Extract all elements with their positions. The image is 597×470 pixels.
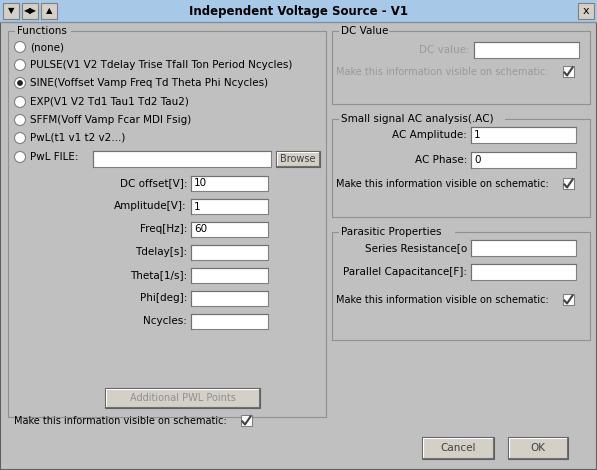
Text: ▲: ▲ xyxy=(46,7,53,16)
Bar xyxy=(191,268,268,283)
Bar xyxy=(8,31,326,417)
Text: Tdelay[s]:: Tdelay[s]: xyxy=(135,247,187,257)
Text: x: x xyxy=(583,6,589,16)
Text: Make this information visible on schematic:: Make this information visible on schemat… xyxy=(336,67,549,77)
Bar xyxy=(508,437,568,459)
Text: PULSE(V1 V2 Tdelay Trise Tfall Ton Period Ncycles): PULSE(V1 V2 Tdelay Trise Tfall Ton Perio… xyxy=(30,60,293,70)
Bar xyxy=(471,152,576,168)
Text: 10: 10 xyxy=(194,179,207,188)
Text: Ncycles:: Ncycles: xyxy=(143,316,187,326)
Circle shape xyxy=(14,115,26,125)
Text: Theta[1/s]:: Theta[1/s]: xyxy=(130,270,187,280)
Bar xyxy=(563,66,574,77)
Text: PwL FILE:: PwL FILE: xyxy=(30,152,78,162)
Text: Make this information visible on schematic:: Make this information visible on schemat… xyxy=(336,179,549,189)
Bar xyxy=(276,151,320,167)
Text: Amplitude[V]:: Amplitude[V]: xyxy=(115,201,187,211)
Text: ▼: ▼ xyxy=(8,7,14,16)
Bar xyxy=(41,3,57,19)
Text: 0: 0 xyxy=(474,155,481,165)
Bar xyxy=(0,0,597,22)
Text: Cancel: Cancel xyxy=(440,443,476,453)
Bar xyxy=(105,388,260,408)
Bar xyxy=(563,178,574,189)
Bar xyxy=(93,151,271,167)
Text: Series Resistance[o: Series Resistance[o xyxy=(365,243,467,253)
Text: DC Value: DC Value xyxy=(341,26,389,36)
Text: PwL(t1 v1 t2 v2...): PwL(t1 v1 t2 v2...) xyxy=(30,133,125,143)
Text: 1: 1 xyxy=(474,130,481,140)
Bar xyxy=(191,314,268,329)
Circle shape xyxy=(14,78,26,88)
Circle shape xyxy=(14,96,26,108)
Circle shape xyxy=(14,60,26,70)
Text: Freq[Hz]:: Freq[Hz]: xyxy=(140,224,187,234)
Text: Phi[deg]:: Phi[deg]: xyxy=(140,293,187,303)
Text: Small signal AC analysis(.AC): Small signal AC analysis(.AC) xyxy=(341,114,494,124)
Text: Parallel Capacitance[F]:: Parallel Capacitance[F]: xyxy=(343,267,467,277)
Bar xyxy=(339,24,389,38)
Bar xyxy=(422,437,494,459)
Bar xyxy=(241,415,252,426)
Bar xyxy=(471,240,576,256)
Text: DC offset[V]:: DC offset[V]: xyxy=(119,178,187,188)
Text: SINE(Voffset Vamp Freq Td Theta Phi Ncycles): SINE(Voffset Vamp Freq Td Theta Phi Ncyc… xyxy=(30,78,268,88)
Bar xyxy=(578,3,594,19)
Circle shape xyxy=(17,80,23,86)
Text: 60: 60 xyxy=(194,225,207,235)
Bar xyxy=(332,232,590,340)
Text: ◀▶: ◀▶ xyxy=(23,7,36,16)
Text: Parasitic Properties: Parasitic Properties xyxy=(341,227,442,237)
Bar xyxy=(3,3,19,19)
Text: OK: OK xyxy=(531,443,546,453)
Text: (none): (none) xyxy=(30,42,64,52)
Text: SFFM(Voff Vamp Fcar MDI Fsig): SFFM(Voff Vamp Fcar MDI Fsig) xyxy=(30,115,191,125)
Circle shape xyxy=(14,151,26,163)
Bar xyxy=(332,31,590,104)
Text: Functions: Functions xyxy=(17,26,67,36)
Bar xyxy=(191,245,268,260)
Bar xyxy=(563,294,574,305)
Bar xyxy=(471,127,576,143)
Text: AC Phase:: AC Phase: xyxy=(415,155,467,165)
Bar xyxy=(191,222,268,237)
Bar xyxy=(22,3,38,19)
Text: Independent Voltage Source - V1: Independent Voltage Source - V1 xyxy=(189,5,408,17)
Bar xyxy=(191,291,268,306)
Text: Additional PWL Points: Additional PWL Points xyxy=(130,393,235,403)
Bar xyxy=(332,119,590,217)
Bar xyxy=(191,176,268,191)
Bar xyxy=(471,264,576,280)
Circle shape xyxy=(14,41,26,53)
Text: AC Amplitude:: AC Amplitude: xyxy=(392,130,467,140)
Text: Make this information visible on schematic:: Make this information visible on schemat… xyxy=(336,295,549,305)
Bar xyxy=(474,42,579,58)
Bar xyxy=(339,112,504,126)
Bar xyxy=(15,24,70,38)
Text: Make this information visible on schematic:: Make this information visible on schemat… xyxy=(14,416,227,426)
Text: 1: 1 xyxy=(194,202,201,212)
Bar xyxy=(191,199,268,214)
Text: Browse: Browse xyxy=(280,154,316,164)
Text: EXP(V1 V2 Td1 Tau1 Td2 Tau2): EXP(V1 V2 Td1 Tau1 Td2 Tau2) xyxy=(30,97,189,107)
Text: DC value:: DC value: xyxy=(419,45,470,55)
Bar xyxy=(339,225,455,239)
Circle shape xyxy=(14,133,26,143)
